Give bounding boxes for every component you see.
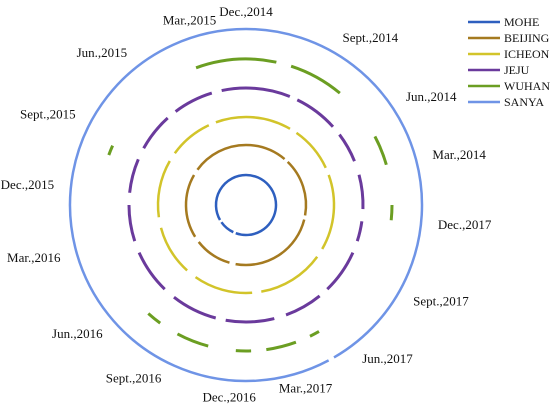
- ring-segment: [235, 219, 306, 267]
- ring-segment: [173, 124, 210, 155]
- ring-segment: [266, 340, 297, 352]
- time-label: Jun.,2016: [52, 326, 103, 341]
- ring-segment: [373, 135, 388, 166]
- time-label: Mar.,2016: [7, 250, 61, 265]
- time-label: Dec.,2015: [1, 177, 54, 192]
- time-label: Dec.,2016: [202, 389, 256, 404]
- time-labels: Dec.,2014 Sept.,2014 Jun.,2014 Mar.,2014 Dec…: [1, 4, 492, 404]
- ring-segment: [245, 27, 424, 359]
- ring-segment: [245, 115, 291, 130]
- ring-segment: [295, 131, 327, 169]
- ring-segment: [355, 221, 364, 242]
- series-wuhan: [107, 57, 394, 353]
- ring-segment: [309, 330, 320, 338]
- ring-segment: [159, 227, 188, 272]
- ring-segment: [174, 91, 213, 113]
- ring-segment: [235, 173, 278, 237]
- ring-segment: [285, 294, 321, 317]
- ring-segment: [156, 160, 171, 218]
- ring-segment: [147, 312, 162, 325]
- ring-segment: [184, 174, 197, 238]
- ring-segment: [296, 98, 335, 128]
- time-label: Jun.,2017: [362, 351, 413, 366]
- ring-segment: [225, 317, 275, 324]
- legend-box: [464, 14, 546, 106]
- ring-segment: [128, 158, 140, 193]
- ring-segment: [261, 255, 319, 293]
- time-label: Jun.,2014: [406, 89, 457, 104]
- ring-segment: [127, 204, 137, 242]
- ring-segment: [197, 241, 230, 264]
- ring-segment: [326, 251, 355, 291]
- ring-segment: [286, 160, 308, 216]
- time-label: Sept.,2017: [413, 294, 469, 309]
- ring-segment: [290, 64, 341, 95]
- ring-segment: [173, 296, 217, 320]
- legend: MOHE BEIJING ICHEON JEJU WUHAN SANYA: [464, 14, 550, 109]
- time-label: Sept.,2015: [20, 106, 76, 121]
- legend-label: JEJU: [504, 63, 530, 77]
- time-label: Mar.,2017: [279, 381, 333, 396]
- ring-segment: [357, 174, 365, 210]
- ring-segment: [245, 86, 291, 98]
- legend-label: MOHE: [504, 15, 539, 29]
- series-mohe: [214, 173, 278, 237]
- ring-segment: [195, 57, 277, 70]
- ring-segment: [194, 276, 253, 295]
- time-label: Dec.,2017: [438, 217, 492, 232]
- time-label: Dec.,2014: [219, 4, 273, 19]
- ring-segment: [68, 27, 330, 383]
- ring-segment: [221, 86, 247, 93]
- series-beijing: [184, 143, 308, 267]
- legend-label: BEIJING: [504, 31, 550, 45]
- series-sanya: [68, 27, 424, 383]
- series-icheon: [156, 115, 336, 295]
- ring-segment: [321, 174, 336, 250]
- time-label: Sept.,2014: [343, 30, 399, 45]
- ring-segment: [389, 204, 394, 221]
- ring-segment: [220, 221, 234, 234]
- ring-segment: [142, 116, 169, 150]
- ring-segment: [137, 251, 166, 291]
- legend-label: SANYA: [504, 95, 544, 109]
- ring-segment: [107, 145, 114, 156]
- ring-segment: [196, 143, 247, 171]
- ring-segment: [245, 143, 286, 161]
- time-label: Jun.,2015: [77, 45, 128, 60]
- series-jeju: [127, 86, 365, 324]
- time-label: Mar.,2015: [163, 12, 216, 27]
- time-label: Sept.,2016: [106, 371, 162, 386]
- series-rings: [68, 27, 424, 383]
- ring-segment: [214, 173, 247, 221]
- time-label: Mar.,2014: [432, 147, 486, 162]
- ring-segment: [176, 332, 209, 348]
- legend-label: WUHAN: [504, 79, 550, 93]
- legend-label: ICHEON: [504, 47, 550, 61]
- ring-segment: [338, 133, 356, 162]
- ring-segment: [215, 115, 247, 124]
